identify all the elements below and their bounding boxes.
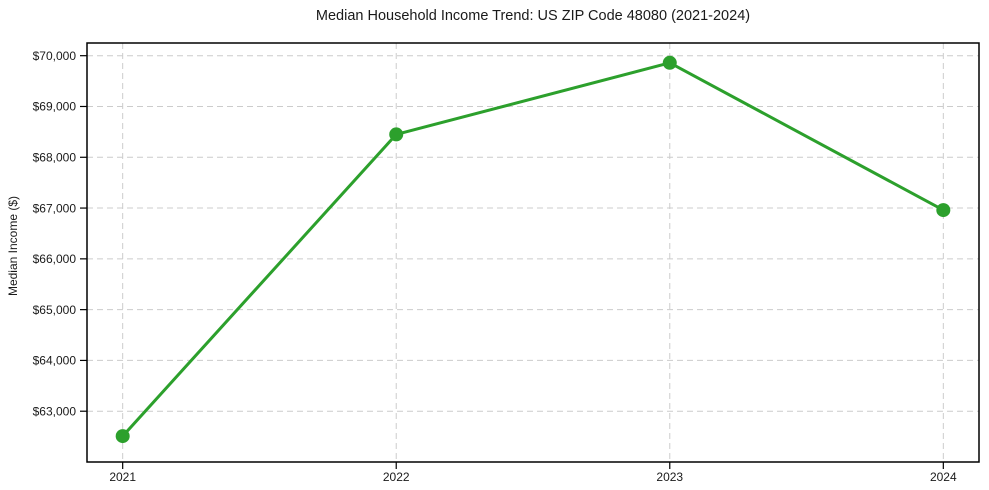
data-point-2022 bbox=[389, 127, 404, 142]
y-tick-label: $63,000 bbox=[33, 404, 77, 418]
x-tick-label: 2021 bbox=[109, 470, 136, 484]
data-point-2024 bbox=[936, 203, 951, 218]
x-tick-label: 2023 bbox=[656, 470, 683, 484]
data-point-2023 bbox=[662, 55, 677, 70]
y-tick-label: $69,000 bbox=[33, 100, 77, 114]
x-tick-label: 2024 bbox=[930, 470, 957, 484]
x-tick-label: 2022 bbox=[383, 470, 410, 484]
y-tick-label: $70,000 bbox=[33, 49, 77, 63]
chart-title: Median Household Income Trend: US ZIP Co… bbox=[315, 8, 751, 24]
data-point-2021 bbox=[115, 429, 130, 444]
y-tick-label: $64,000 bbox=[33, 354, 77, 368]
y-tick-label: $67,000 bbox=[33, 201, 77, 215]
plot-border bbox=[86, 42, 980, 463]
y-tick-label: $66,000 bbox=[33, 252, 77, 266]
y-tick-label: $68,000 bbox=[33, 150, 77, 164]
y-tick-label: $65,000 bbox=[33, 303, 77, 317]
trend-line bbox=[121, 61, 945, 438]
